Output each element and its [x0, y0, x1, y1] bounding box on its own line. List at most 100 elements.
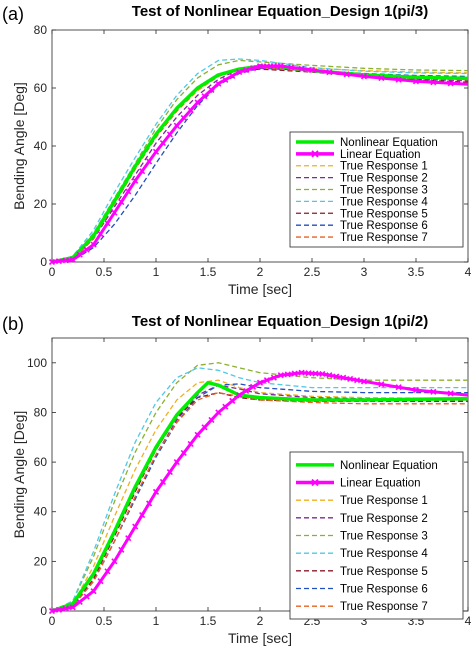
series-marker	[291, 370, 298, 377]
legend-label-1: Nonlinear Equation	[340, 460, 438, 472]
y-axis-label: Bending Angle [Deg]	[11, 411, 27, 539]
chart-title: Test of Nonlinear Equation_Design 1(pi/3…	[132, 3, 428, 20]
series-marker	[125, 535, 132, 542]
y-tick-label: 60	[34, 81, 48, 95]
y-tick-label: 80	[34, 405, 48, 419]
legend-label-8: True Response 6	[340, 220, 428, 232]
panel-b: (b) Test of Nonlinear Equation_Design 1(p…	[2, 313, 472, 646]
series-marker	[229, 72, 236, 79]
series-marker	[173, 122, 180, 129]
series-marker	[298, 369, 305, 376]
series-marker	[139, 511, 146, 519]
x-tick-label: 3	[361, 265, 368, 279]
x-tick-label: 0.5	[96, 614, 113, 628]
series-marker	[360, 73, 368, 80]
series-marker	[277, 372, 284, 379]
series-marker	[83, 246, 90, 253]
series-marker	[187, 107, 194, 114]
series-marker	[312, 370, 319, 377]
series-marker	[125, 188, 132, 195]
x-axis-label: Time [sec]	[228, 630, 292, 646]
series-marker	[159, 140, 166, 147]
series-marker	[166, 131, 173, 138]
legend-label-2: Linear Equation	[340, 149, 421, 161]
series-marker	[146, 500, 153, 507]
y-tick-label: 100	[27, 356, 47, 370]
series-marker	[194, 99, 201, 106]
series-marker	[250, 383, 257, 390]
series-marker	[83, 593, 90, 600]
series-marker	[180, 114, 187, 122]
series-marker	[412, 387, 420, 394]
legend-label-5: True Response 3	[340, 185, 428, 197]
series-marker	[256, 63, 264, 70]
series-marker	[159, 478, 166, 486]
series-marker	[347, 375, 354, 383]
series-marker	[201, 93, 208, 100]
series-marker	[139, 168, 146, 175]
series-marker	[97, 230, 104, 238]
x-tick-label: 1	[153, 265, 160, 279]
series-marker	[236, 392, 243, 399]
legend-label-3: True Response 1	[340, 495, 428, 507]
legend-label-3: True Response 1	[340, 161, 428, 173]
series-marker	[447, 390, 454, 397]
series-marker	[378, 381, 385, 388]
series-marker	[360, 378, 368, 385]
legend-label-6: True Response 4	[340, 548, 428, 560]
series-marker	[62, 605, 69, 612]
legend-label-4: True Response 2	[340, 513, 428, 525]
series-marker	[333, 373, 340, 380]
panel-a: (a) Test of Nonlinear Equation_Design 1(p…	[2, 3, 472, 297]
x-tick-label: 0	[49, 265, 56, 279]
series-marker	[378, 74, 385, 82]
series-marker	[395, 76, 402, 83]
x-tick-label: 4	[465, 265, 472, 279]
y-tick-label: 80	[34, 23, 48, 37]
series-marker	[152, 148, 160, 155]
series-marker	[430, 388, 437, 395]
y-tick-label: 40	[34, 139, 48, 153]
y-tick-label: 20	[34, 554, 48, 568]
series-marker	[104, 568, 111, 575]
x-tick-label: 1.5	[200, 265, 217, 279]
series-marker	[263, 377, 270, 384]
series-marker	[132, 177, 139, 184]
legend-label-1: Nonlinear Equation	[340, 137, 438, 149]
series-marker	[229, 397, 236, 404]
series-marker	[215, 80, 222, 87]
legend-label-8: True Response 6	[340, 584, 428, 596]
series-marker	[412, 78, 420, 85]
x-tick-label: 4	[465, 614, 472, 628]
legend-label-6: True Response 4	[340, 196, 428, 208]
series-marker	[76, 251, 83, 258]
x-tick-label: 0	[49, 614, 56, 628]
legend-label-4: True Response 2	[340, 173, 428, 185]
series-marker	[118, 199, 125, 206]
series-marker	[305, 370, 312, 377]
series-marker	[118, 546, 125, 553]
x-tick-label: 3.5	[408, 265, 425, 279]
series-marker	[343, 71, 350, 78]
x-tick-label: 3	[361, 614, 368, 628]
legend-marker	[311, 150, 319, 158]
series-line-6	[51, 58, 469, 263]
series-marker	[146, 158, 153, 165]
series-marker	[111, 209, 118, 216]
series-line-3	[51, 379, 469, 612]
series-marker	[447, 80, 454, 87]
series-marker	[104, 220, 111, 227]
series-marker	[90, 588, 97, 595]
series-marker	[208, 416, 215, 423]
series-marker	[395, 384, 402, 391]
legend-label-9: True Response 7	[340, 232, 428, 244]
series-marker	[208, 86, 215, 93]
x-axis-label: Time [sec]	[228, 281, 292, 297]
series-marker	[187, 440, 194, 447]
series-marker	[319, 370, 326, 378]
series-marker	[222, 403, 229, 410]
series-marker	[90, 241, 97, 248]
